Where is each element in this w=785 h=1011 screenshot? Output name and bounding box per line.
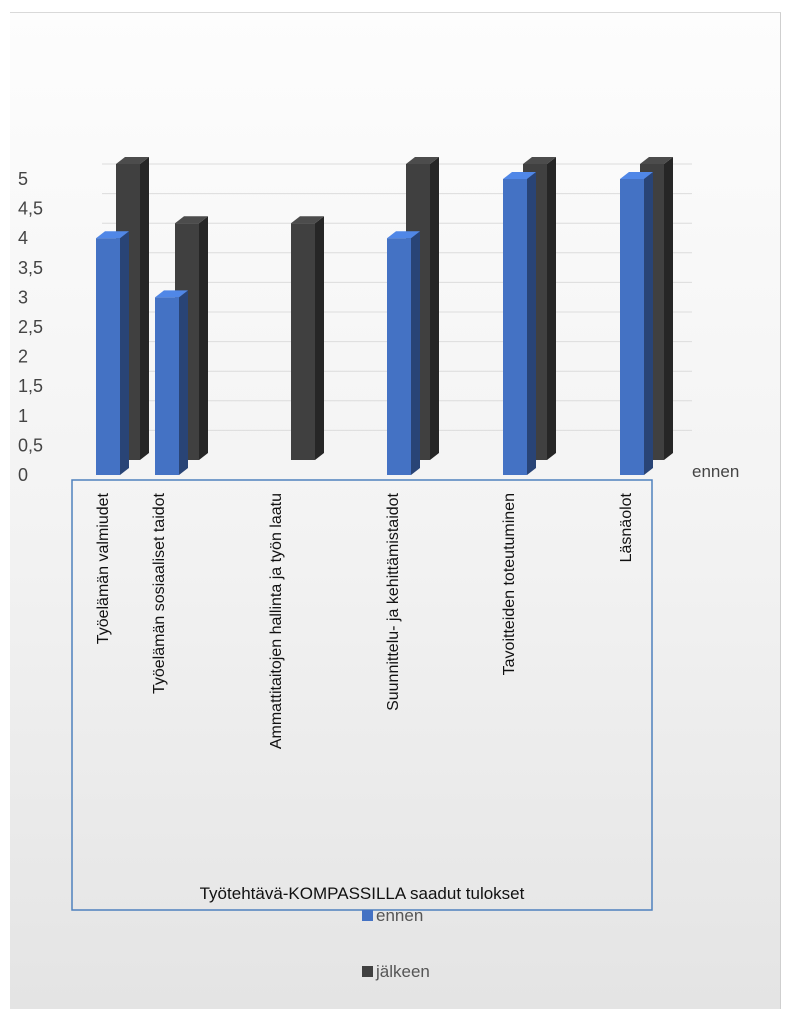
category-label: Työelämän sosiaaliset taidot: [151, 492, 168, 694]
category-label: Työelämän valmiudet: [95, 492, 112, 644]
y-tick-label: 4: [18, 228, 28, 248]
category-label: Läsnäolot: [618, 492, 635, 562]
y-tick-label: 0: [18, 465, 28, 485]
y-tick-label: 1: [18, 406, 28, 426]
bar-ennen: [503, 172, 536, 475]
y-tick-label: 2,5: [18, 317, 43, 337]
y-tick-label: 0,5: [18, 435, 43, 455]
category-label: Suunnittelu- ja kehittämistaidot: [385, 492, 402, 710]
y-tick-label: 2: [18, 347, 28, 367]
series-ennen: [96, 172, 653, 475]
y-tick-label: 4,5: [18, 199, 43, 219]
y-tick-label: 3,5: [18, 258, 43, 278]
bar-jalkeen: [291, 216, 324, 460]
series-depth-label: ennen: [692, 462, 739, 481]
category-label: Tavoitteiden toteutuminen: [501, 493, 518, 675]
legend-label-ennen: ennen: [376, 906, 423, 925]
category-labels: Työelämän valmiudet Työelämän sosiaaliset…: [95, 492, 635, 749]
legend: ennen jälkeen: [362, 906, 430, 981]
legend-swatch-ennen: [362, 910, 373, 921]
bar-ennen: [96, 231, 129, 475]
legend-swatch-jalkeen: [362, 966, 373, 977]
x-axis-title: Työtehtävä-KOMPASSILLA saadut tulokset: [200, 884, 525, 903]
bar-ennen: [155, 290, 188, 475]
y-tick-label: 1,5: [18, 376, 43, 396]
y-tick-label: 5: [18, 169, 28, 189]
bar-ennen: [620, 172, 653, 475]
legend-label-jalkeen: jälkeen: [375, 962, 430, 981]
category-label: Ammattitaitojen hallinta ja työn laatu: [268, 493, 285, 749]
y-axis: 0 0,5 1 1,5 2 2,5 3 3,5 4 4,5 5: [18, 169, 43, 485]
y-tick-label: 3: [18, 287, 28, 307]
bar-ennen: [387, 231, 420, 475]
